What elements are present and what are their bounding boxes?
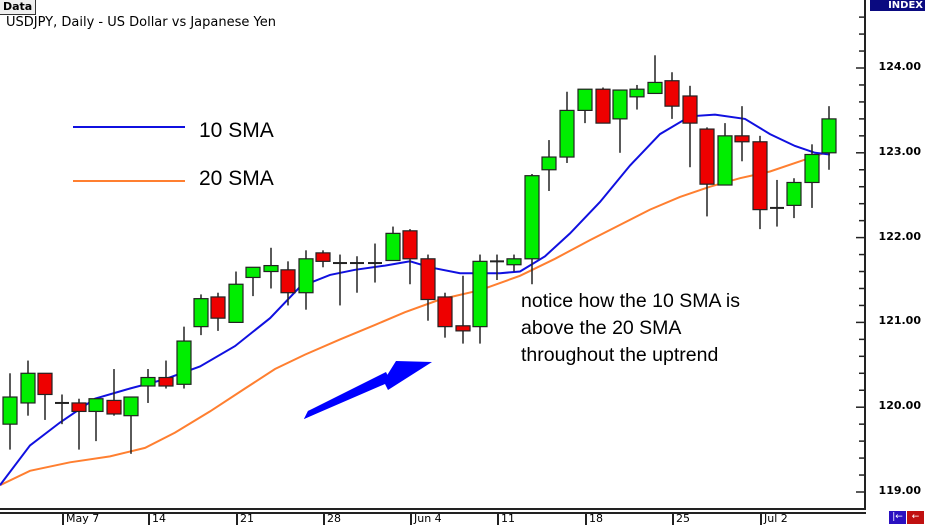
candle-body [647, 81, 663, 95]
y-tick-label: 120.00 [878, 399, 921, 413]
scroll-back-icon: ← [911, 512, 920, 522]
candle-body [682, 95, 698, 124]
candle-body [228, 283, 244, 323]
x-tick-label: 28 [323, 513, 341, 525]
candle-body [88, 398, 104, 413]
candle-body [437, 296, 453, 328]
candle-body [541, 156, 557, 171]
candle-body [245, 266, 261, 279]
candle-body [158, 376, 174, 387]
data-tab[interactable]: Data [0, 0, 37, 15]
candle-body [280, 269, 296, 294]
y-tick-label: 121.00 [878, 314, 921, 328]
candle-body [752, 141, 768, 211]
candle-body [821, 118, 837, 154]
candle-body [210, 296, 226, 319]
x-tick-label: Jun 4 [410, 513, 442, 525]
uptrend-arrow-shaft [304, 372, 390, 419]
candle-body [140, 376, 156, 387]
candle-body [472, 260, 488, 328]
uptrend-arrow-icon [304, 361, 432, 419]
candlestick-chart [0, 16, 865, 493]
candle-body [193, 298, 209, 328]
candle-body [559, 109, 575, 158]
jump-to-start-button[interactable]: |← [889, 511, 906, 524]
candle-body [455, 325, 471, 332]
candle-body [734, 135, 750, 143]
candle-body [595, 88, 611, 124]
y-tick-label: 124.00 [878, 60, 921, 73]
candle-body [786, 181, 802, 206]
candle-body [298, 258, 314, 294]
annotation-line: above the 20 SMA [521, 317, 682, 339]
candle-body [123, 396, 139, 417]
candle-body [612, 89, 628, 120]
candle-body [402, 230, 418, 260]
candle-body [263, 264, 279, 273]
scroll-back-button[interactable]: ← [907, 511, 924, 524]
x-axis [0, 512, 866, 527]
x-tick-label: Jul 2 [760, 513, 788, 525]
candle-body [629, 88, 645, 98]
candle-body [524, 175, 540, 260]
x-tick-label: May 7 [62, 513, 99, 525]
candle-body [106, 399, 122, 415]
candle-body [804, 153, 820, 184]
candle-body [37, 372, 53, 396]
x-tick-label: 14 [148, 513, 166, 525]
candle-body [664, 80, 680, 107]
candle-body [71, 402, 87, 413]
candle-body [385, 232, 401, 262]
candle-body [420, 258, 436, 301]
jump-to-start-icon: |← [892, 512, 903, 522]
x-tick-label: 11 [497, 513, 515, 525]
sma20-line [0, 150, 831, 487]
candle-body [2, 396, 18, 425]
x-tick-label: 18 [585, 513, 603, 525]
annotation-line: throughout the uptrend [521, 344, 719, 366]
candle-body [699, 128, 715, 185]
candle-body [577, 88, 593, 111]
candle-body [315, 252, 331, 262]
x-tick-label: 25 [672, 513, 690, 525]
candle-body [717, 135, 733, 186]
candle-body [176, 340, 192, 385]
y-tick-label: 122.00 [878, 229, 921, 243]
annotation-text: notice how the 10 SMA is above the 20 SM… [521, 288, 740, 369]
y-tick-label: 119.00 [878, 484, 921, 497]
chart-title: USDJPY, Daily - US Dollar vs Japanese Ye… [6, 15, 276, 30]
legend-label-20-sma: 20 SMA [199, 167, 274, 190]
index-tag: INDEX [870, 0, 925, 11]
candle-body [20, 372, 36, 404]
annotation-line: notice how the 10 SMA is [521, 290, 740, 312]
candle-body [506, 258, 522, 266]
x-tick-label: 21 [236, 513, 254, 525]
legend-label-10-sma: 10 SMA [199, 119, 274, 142]
y-tick-label: 123.00 [878, 144, 921, 158]
